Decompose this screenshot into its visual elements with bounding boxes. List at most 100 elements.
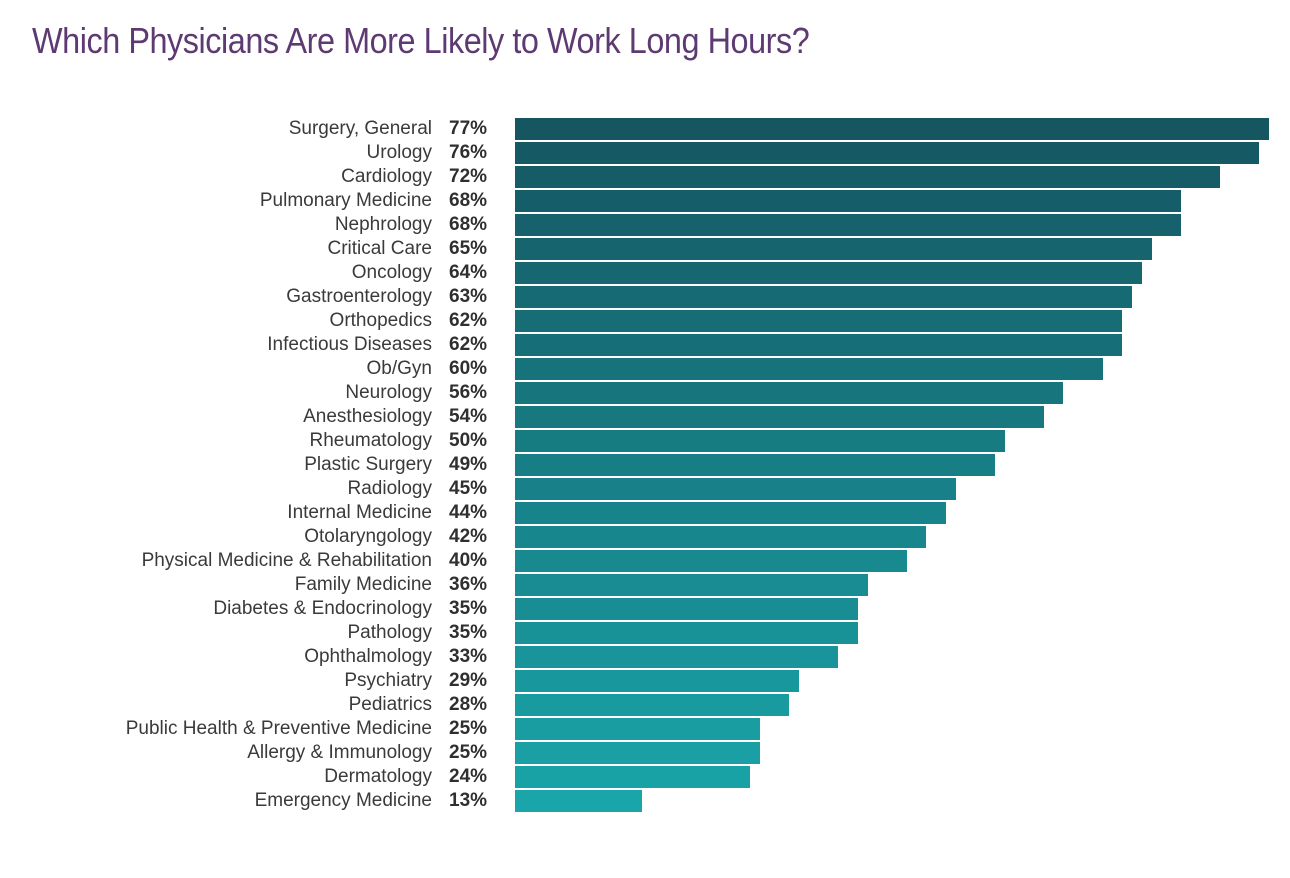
bar [515, 622, 858, 644]
value-label: 25% [449, 718, 488, 739]
bar-track [515, 502, 1269, 524]
bar-chart: Surgery, General 77% Urology 76% Cardiology 7… [0, 117, 1290, 813]
specialty-label: Radiology [347, 478, 433, 499]
bar [515, 214, 1181, 236]
bar-track [515, 142, 1269, 164]
specialty-label: Public Health & Preventive Medicine [125, 718, 432, 739]
chart-row: Ophthalmology 33% [0, 645, 1290, 669]
chart-row: Surgery, General 77% [0, 117, 1290, 141]
bar [515, 238, 1152, 260]
bar [515, 190, 1181, 212]
specialty-label: Critical Care [327, 238, 432, 259]
value-label: 62% [449, 334, 488, 355]
chart-row: Physical Medicine & Rehabilitation 40% [0, 549, 1290, 573]
value-label: 68% [449, 190, 488, 211]
value-label: 64% [449, 262, 488, 283]
chart-row: Psychiatry 29% [0, 669, 1290, 693]
bar [515, 526, 927, 548]
chart-row: Orthopedics 62% [0, 309, 1290, 333]
bar-track [515, 430, 1269, 452]
chart-row: Pulmonary Medicine 68% [0, 189, 1290, 213]
specialty-label: Pediatrics [348, 694, 432, 715]
bar-track [515, 478, 1269, 500]
bar [515, 790, 643, 812]
bar [515, 502, 946, 524]
specialty-label: Rheumatology [309, 430, 432, 451]
specialty-label: Gastroenterology [286, 286, 432, 307]
bar [515, 478, 956, 500]
chart-row: Diabetes & Endocrinology 35% [0, 597, 1290, 621]
chart-row: Nephrology 68% [0, 213, 1290, 237]
bar [515, 742, 760, 764]
value-label: 35% [449, 598, 488, 619]
chart-row: Urology 76% [0, 141, 1290, 165]
bar-track [515, 166, 1269, 188]
value-label: 13% [449, 790, 488, 811]
bar-track [515, 382, 1269, 404]
value-label: 50% [449, 430, 488, 451]
bar [515, 670, 799, 692]
chart-row: Rheumatology 50% [0, 429, 1290, 453]
chart-row: Internal Medicine 44% [0, 501, 1290, 525]
bar [515, 718, 760, 740]
bar-track [515, 622, 1269, 644]
bar [515, 310, 1123, 332]
chart-row: Allergy & Immunology 25% [0, 741, 1290, 765]
bar-track [515, 118, 1269, 140]
bar-track [515, 718, 1269, 740]
value-label: 62% [449, 310, 488, 331]
bar-track [515, 262, 1269, 284]
chart-row: Gastroenterology 63% [0, 285, 1290, 309]
bar [515, 358, 1103, 380]
specialty-label: Allergy & Immunology [247, 742, 432, 763]
specialty-label: Diabetes & Endocrinology [213, 598, 432, 619]
specialty-label: Dermatology [324, 766, 432, 787]
chart-row: Infectious Diseases 62% [0, 333, 1290, 357]
chart-row: Neurology 56% [0, 381, 1290, 405]
specialty-label: Family Medicine [294, 574, 432, 595]
bar [515, 574, 868, 596]
value-label: 35% [449, 622, 488, 643]
bar-track [515, 526, 1269, 548]
specialty-label: Otolaryngology [304, 526, 432, 547]
chart-row: Otolaryngology 42% [0, 525, 1290, 549]
bar-track [515, 742, 1269, 764]
bar-track [515, 670, 1269, 692]
value-label: 40% [449, 550, 488, 571]
value-label: 60% [449, 358, 488, 379]
specialty-label: Pathology [347, 622, 432, 643]
chart-row: Pediatrics 28% [0, 693, 1290, 717]
bar-track [515, 550, 1269, 572]
specialty-label: Emergency Medicine [254, 790, 432, 811]
bar-track [515, 790, 1269, 812]
bar-track [515, 766, 1269, 788]
specialty-label: Nephrology [334, 214, 432, 235]
specialty-label: Urology [366, 142, 432, 163]
bar-track [515, 646, 1269, 668]
value-label: 28% [449, 694, 488, 715]
value-label: 49% [449, 454, 488, 475]
specialty-label: Infectious Diseases [267, 334, 432, 355]
bar-track [515, 310, 1269, 332]
value-label: 29% [449, 670, 488, 691]
specialty-label: Orthopedics [329, 310, 432, 331]
value-label: 77% [449, 118, 488, 139]
chart-row: Plastic Surgery 49% [0, 453, 1290, 477]
bar [515, 118, 1269, 140]
value-label: 25% [449, 742, 488, 763]
chart-row: Pathology 35% [0, 621, 1290, 645]
value-label: 76% [449, 142, 488, 163]
bar-track [515, 454, 1269, 476]
bar [515, 334, 1123, 356]
value-label: 33% [449, 646, 488, 667]
value-label: 24% [449, 766, 488, 787]
chart-row: Public Health & Preventive Medicine 25% [0, 717, 1290, 741]
specialty-label: Anesthesiology [303, 406, 432, 427]
value-label: 72% [449, 166, 488, 187]
chart-row: Emergency Medicine 13% [0, 789, 1290, 813]
bar [515, 766, 750, 788]
bar [515, 598, 858, 620]
specialty-label: Physical Medicine & Rehabilitation [141, 550, 432, 571]
value-label: 56% [449, 382, 488, 403]
